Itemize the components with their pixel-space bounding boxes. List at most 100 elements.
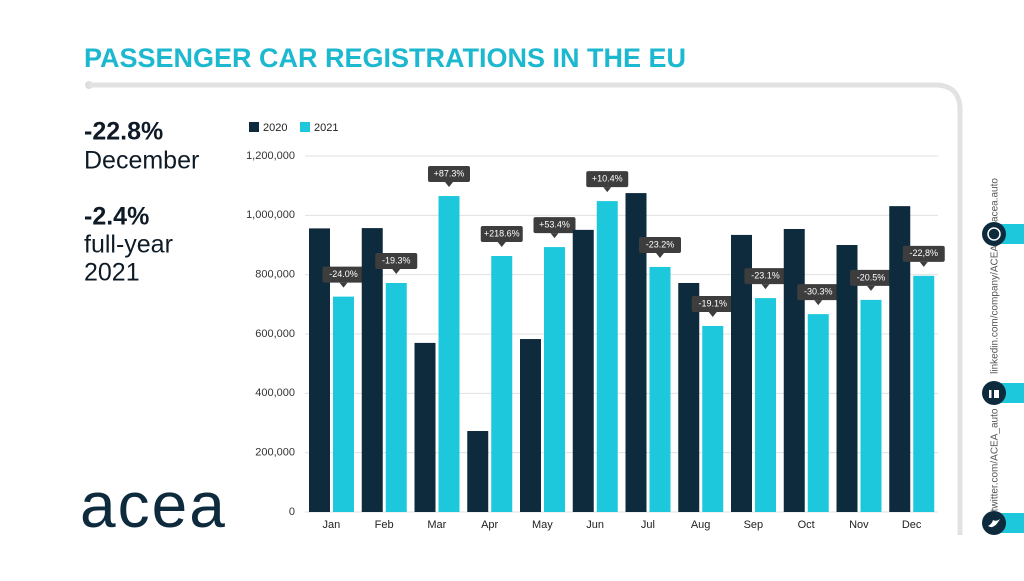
legend-swatch bbox=[249, 122, 259, 132]
annotation-box bbox=[533, 217, 576, 234]
bar bbox=[625, 193, 647, 513]
bar bbox=[913, 275, 935, 512]
annotation: -23.2% bbox=[646, 239, 675, 249]
x-tick-label: Jun bbox=[586, 519, 604, 531]
x-tick-label: May bbox=[532, 519, 553, 531]
annotation-box bbox=[322, 266, 365, 283]
x-tick-label: Mar bbox=[427, 519, 446, 531]
annotation: -30.3% bbox=[804, 286, 833, 296]
y-tick-label: 800,000 bbox=[255, 269, 295, 281]
annotation: -23.1% bbox=[751, 270, 780, 280]
y-tick-label: 0 bbox=[289, 506, 295, 518]
annotation-box bbox=[744, 268, 787, 285]
web-icon[interactable] bbox=[982, 222, 1006, 246]
annotation: -20.5% bbox=[857, 272, 886, 282]
bar bbox=[520, 339, 541, 512]
annotation-box bbox=[586, 171, 629, 188]
annotation-pointer bbox=[814, 300, 823, 306]
stat-label: full-year bbox=[84, 231, 173, 259]
bar bbox=[889, 206, 911, 513]
annotation-box bbox=[902, 245, 945, 262]
annotation-box bbox=[639, 236, 681, 253]
x-tick-label: Oct bbox=[798, 519, 815, 531]
annotation: -19.3% bbox=[382, 255, 411, 265]
annotation-box bbox=[850, 269, 892, 286]
annotation-box bbox=[375, 252, 418, 269]
x-tick-label: Dec bbox=[902, 519, 922, 531]
annotation: +53.4% bbox=[539, 219, 570, 229]
legend-label: 2021 bbox=[314, 122, 338, 134]
annotation-pointer bbox=[497, 241, 506, 247]
social-link[interactable]: linkedin.com/company/ACEA/ bbox=[990, 242, 1001, 374]
annotation: -19.1% bbox=[698, 298, 727, 308]
annotation: +87.3% bbox=[434, 168, 465, 178]
bar bbox=[572, 229, 594, 512]
annotation: +218.6% bbox=[484, 228, 520, 238]
stat-label: December bbox=[84, 147, 199, 175]
x-tick-label: Jul bbox=[641, 519, 655, 531]
x-tick-label: Jan bbox=[323, 519, 341, 531]
linkedin-glyph bbox=[989, 390, 992, 398]
y-tick-label: 1,200,000 bbox=[246, 150, 295, 162]
bar bbox=[491, 255, 513, 512]
y-tick-label: 1,000,000 bbox=[246, 209, 295, 221]
annotation-pointer bbox=[656, 252, 664, 258]
annotation-pointer bbox=[550, 233, 559, 239]
x-tick-label: Aug bbox=[691, 519, 711, 531]
annotation-box bbox=[797, 284, 840, 301]
title: PASSENGER CAR REGISTRATIONS IN THE EU bbox=[84, 43, 686, 73]
x-tick-label: Sep bbox=[744, 519, 764, 531]
stat-value: -22.8% bbox=[84, 118, 163, 146]
x-tick-label: Apr bbox=[481, 519, 498, 531]
bar bbox=[678, 282, 700, 512]
logo: acea bbox=[80, 469, 227, 541]
bar bbox=[414, 342, 436, 512]
stat-value: -2.4% bbox=[84, 203, 149, 231]
bar bbox=[755, 298, 776, 512]
y-tick-label: 400,000 bbox=[255, 387, 295, 399]
annotation-pointer bbox=[761, 284, 770, 290]
y-tick-label: 600,000 bbox=[255, 328, 295, 340]
bar bbox=[361, 228, 383, 512]
stat-label: 2021 bbox=[84, 259, 140, 287]
annotation-pointer bbox=[867, 285, 875, 291]
bar bbox=[731, 234, 752, 512]
bar bbox=[596, 201, 618, 513]
annotation-box bbox=[428, 166, 470, 183]
annotation-pointer bbox=[708, 311, 717, 317]
bar bbox=[333, 296, 354, 512]
x-tick-label: Nov bbox=[849, 519, 869, 531]
bar bbox=[783, 228, 805, 513]
bar bbox=[807, 314, 829, 512]
annotation-pointer bbox=[603, 187, 612, 193]
annotation-pointer bbox=[919, 261, 928, 267]
bar bbox=[309, 228, 330, 513]
annotation: -24.0% bbox=[329, 269, 358, 279]
frame bbox=[89, 82, 963, 535]
annotation-pointer bbox=[339, 282, 348, 288]
bar bbox=[385, 282, 407, 512]
bar bbox=[836, 245, 858, 512]
social-link[interactable]: acea.auto bbox=[990, 178, 1001, 222]
linkedin-glyph bbox=[994, 390, 999, 398]
twitter-glyph bbox=[988, 519, 1000, 528]
bar bbox=[860, 299, 882, 512]
web-icon-glyph bbox=[987, 227, 1001, 241]
bar bbox=[649, 266, 671, 512]
bar bbox=[544, 247, 565, 512]
bar bbox=[702, 325, 724, 512]
legend-label: 2020 bbox=[263, 122, 287, 134]
annotation-pointer bbox=[392, 268, 401, 274]
annotation-box bbox=[691, 295, 734, 312]
x-tick-label: Feb bbox=[375, 519, 394, 531]
annotation-box bbox=[480, 225, 523, 242]
annotation-pointer bbox=[445, 182, 453, 188]
bar bbox=[467, 431, 489, 512]
y-tick-label: 200,000 bbox=[255, 447, 295, 459]
social-link[interactable]: twitter.com/ACEA_auto bbox=[990, 408, 1001, 511]
legend-swatch bbox=[300, 122, 310, 132]
annotation: -22,8% bbox=[909, 248, 938, 258]
annotation: +10.4% bbox=[592, 173, 623, 183]
bar bbox=[438, 196, 460, 513]
